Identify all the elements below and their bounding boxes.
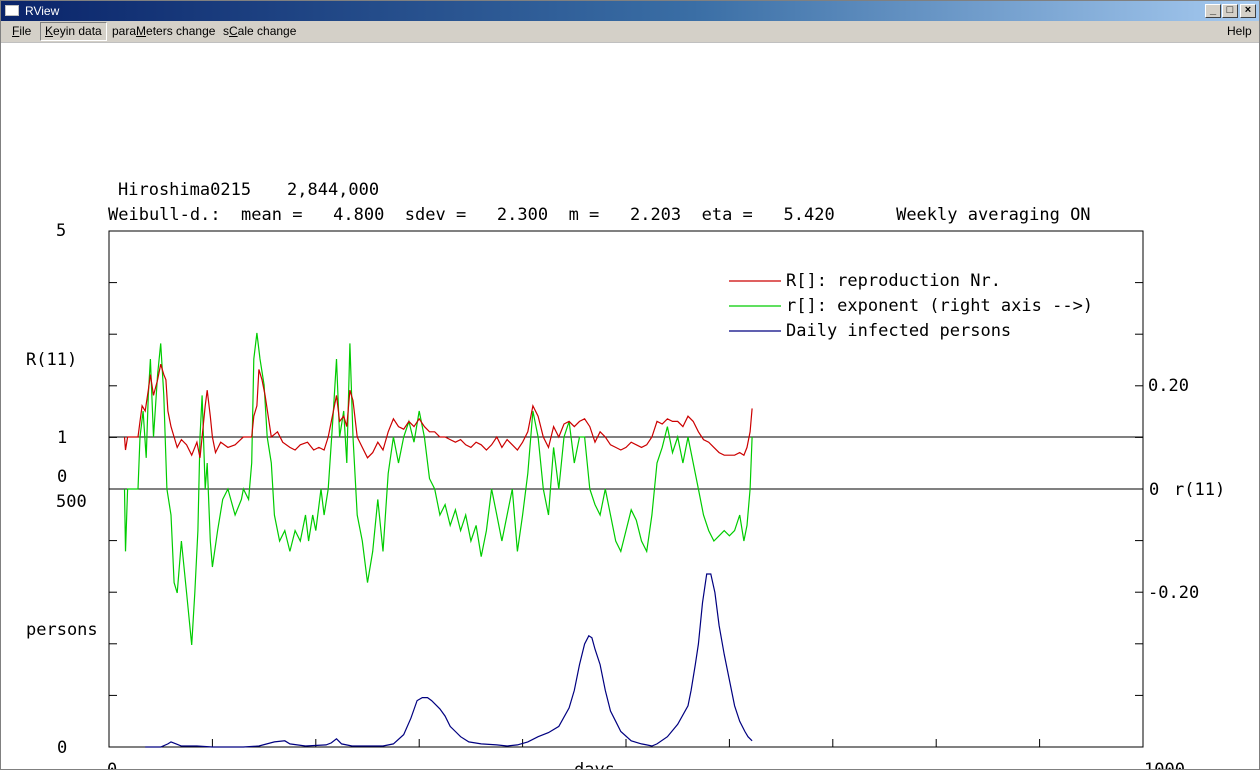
legend-label-r: r[]: exponent (right axis -->) [786, 296, 1093, 316]
daily-infected-line [145, 573, 753, 748]
legend-label-R: R[]: reproduction Nr. [786, 271, 1001, 291]
minimize-icon[interactable]: _ [1205, 4, 1221, 18]
left-axis-one-label: 1 [57, 428, 67, 448]
left-axis-zero-label: 0 [57, 467, 67, 487]
right-axis-zero-label: 0 [1149, 480, 1159, 500]
dataset-name: Hiroshima0215 [118, 180, 251, 200]
left-axis-persons-label: persons [26, 620, 98, 640]
menu-bar: File Keyin data paraMeters change sCale … [1, 21, 1259, 43]
menu-help[interactable]: Help [1227, 24, 1252, 38]
legend-label-daily: Daily infected persons [786, 321, 1011, 341]
right-axis-pos-label: 0.20 [1148, 376, 1189, 396]
left-axis-top-label: 5 [56, 221, 66, 241]
left-axis-persons-top: 500 [56, 492, 87, 512]
menu-scale-change[interactable]: sCale change [223, 24, 297, 38]
chart-canvas: Hiroshima0215 2,844,000 Weibull-d.: mean… [26, 180, 1225, 769]
menu-file[interactable]: File [12, 24, 32, 38]
menu-keyin-data[interactable]: Keyin data [40, 22, 107, 41]
reproduction-number-line [123, 364, 753, 459]
window-title: RView [25, 4, 60, 18]
left-axis-r-label: R(11) [26, 350, 77, 370]
x-axis-label: days [574, 760, 615, 769]
title-bar[interactable]: RView _ □ × [1, 1, 1259, 21]
maximize-icon[interactable]: □ [1222, 4, 1238, 18]
x-axis-max-label: 1000 [1144, 760, 1185, 769]
left-axis-persons-zero: 0 [57, 738, 67, 758]
x-axis-min-label: 0 [107, 760, 117, 769]
params-line: Weibull-d.: mean = 4.800 sdev = 2.300 m … [108, 205, 1091, 225]
close-icon[interactable]: × [1240, 4, 1256, 18]
menu-parameters-change[interactable]: paraMeters change [112, 24, 216, 38]
app-icon [5, 5, 19, 16]
right-axis-neg-label: -0.20 [1148, 583, 1199, 603]
population: 2,844,000 [287, 180, 379, 200]
right-axis-r-label: r(11) [1174, 480, 1225, 500]
legend: R[]: reproduction Nr. r[]: exponent (rig… [729, 271, 1093, 341]
